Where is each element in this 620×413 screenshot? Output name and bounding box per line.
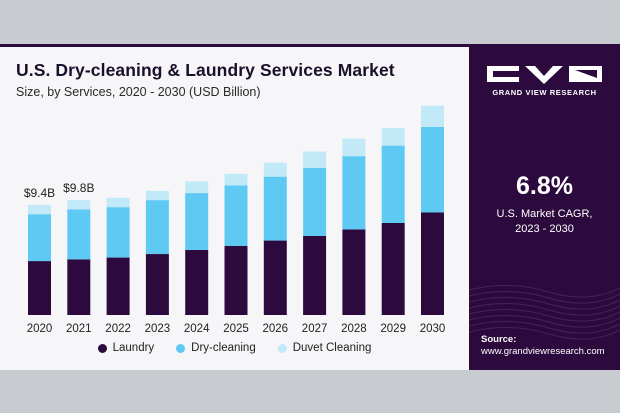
bar-duvet-cleaning-2026 bbox=[263, 162, 287, 177]
x-tick-label: 2022 bbox=[105, 323, 131, 335]
x-tick-label: 2026 bbox=[263, 323, 289, 335]
bar-duvet-cleaning-2030 bbox=[421, 105, 444, 127]
source-label: Source: bbox=[481, 334, 517, 345]
bar-duvet-cleaning-2020 bbox=[28, 204, 51, 215]
bar-laundry-2024 bbox=[185, 249, 209, 315]
bar-dry-cleaning-2021 bbox=[67, 209, 91, 260]
bar-duvet-cleaning-2024 bbox=[185, 181, 209, 194]
data-label-2021: $9.8B bbox=[63, 181, 94, 195]
x-tick-label: 2021 bbox=[66, 323, 92, 335]
cagr-value: 6.8% bbox=[516, 172, 573, 200]
chart-title: U.S. Dry-cleaning & Laundry Services Mar… bbox=[16, 60, 395, 80]
legend-label-laundry: Laundry bbox=[112, 342, 155, 354]
bar-laundry-2029 bbox=[381, 222, 405, 315]
infographic-card: U.S. Dry-cleaning & Laundry Services Mar… bbox=[0, 44, 620, 370]
cagr-period: 2023 - 2030 bbox=[515, 223, 574, 235]
legend-label-duvet-cleaning: Duvet Cleaning bbox=[292, 342, 372, 354]
x-tick-label: 2027 bbox=[302, 323, 328, 335]
source-url[interactable]: www.grandviewresearch.com bbox=[481, 346, 605, 357]
bar-dry-cleaning-2023 bbox=[145, 200, 169, 255]
bar-duvet-cleaning-2022 bbox=[106, 197, 130, 208]
bar-dry-cleaning-2022 bbox=[106, 207, 130, 258]
cagr-label: U.S. Market CAGR, bbox=[496, 208, 593, 220]
chart-subtitle: Size, by Services, 2020 - 2030 (USD Bill… bbox=[16, 85, 261, 99]
bar-laundry-2020 bbox=[28, 261, 51, 315]
bar-laundry-2021 bbox=[67, 259, 91, 315]
chart-legend: Laundry Dry-cleaning Duvet Cleaning bbox=[0, 342, 469, 354]
legend-swatch-dry-cleaning bbox=[176, 343, 186, 353]
wave-pattern-decoration bbox=[469, 285, 620, 340]
bar-dry-cleaning-2027 bbox=[303, 167, 327, 236]
stats-panel: GRAND VIEW RESEARCH 6.8% U.S. Market CAG… bbox=[469, 44, 620, 370]
bar-duvet-cleaning-2029 bbox=[381, 128, 405, 146]
legend-swatch-duvet-cleaning bbox=[277, 343, 287, 353]
x-tick-label: 2030 bbox=[420, 323, 446, 335]
legend-swatch-laundry bbox=[97, 343, 107, 353]
x-tick-label: 2029 bbox=[380, 323, 406, 335]
top-rule bbox=[0, 44, 469, 47]
bar-dry-cleaning-2026 bbox=[263, 176, 287, 241]
bar-laundry-2023 bbox=[145, 254, 169, 315]
x-tick-label: 2020 bbox=[27, 323, 53, 335]
x-tick-label: 2028 bbox=[341, 323, 367, 335]
bar-duvet-cleaning-2025 bbox=[224, 173, 248, 186]
bar-duvet-cleaning-2027 bbox=[303, 151, 327, 168]
bar-duvet-cleaning-2023 bbox=[145, 190, 169, 201]
bar-laundry-2027 bbox=[303, 235, 327, 315]
bar-laundry-2026 bbox=[263, 240, 287, 315]
bar-laundry-2028 bbox=[342, 229, 366, 315]
legend-item-dry-cleaning: Dry-cleaning bbox=[176, 342, 256, 354]
bar-dry-cleaning-2028 bbox=[342, 156, 366, 230]
x-tick-label: 2025 bbox=[223, 323, 249, 335]
data-label-2020: $9.4B bbox=[24, 186, 55, 200]
bar-laundry-2030 bbox=[421, 212, 444, 315]
legend-item-laundry: Laundry bbox=[97, 342, 155, 354]
chart-panel: U.S. Dry-cleaning & Laundry Services Mar… bbox=[0, 44, 469, 370]
bar-duvet-cleaning-2021 bbox=[67, 200, 91, 210]
bar-dry-cleaning-2029 bbox=[381, 145, 405, 223]
stacked-bar-chart: 2020 2021 2022 2023 2024 2025 2026 2027 2028 2029… bbox=[24, 105, 446, 335]
bar-dry-cleaning-2030 bbox=[421, 126, 444, 213]
bar-dry-cleaning-2025 bbox=[224, 185, 248, 246]
bar-dry-cleaning-2024 bbox=[185, 193, 209, 250]
grand-view-research-logo bbox=[487, 66, 602, 84]
legend-label-dry-cleaning: Dry-cleaning bbox=[191, 342, 256, 354]
bar-laundry-2025 bbox=[224, 245, 248, 315]
bar-dry-cleaning-2020 bbox=[28, 214, 51, 262]
bar-duvet-cleaning-2028 bbox=[342, 138, 366, 157]
brand-name: GRAND VIEW RESEARCH bbox=[492, 88, 597, 97]
x-tick-label: 2024 bbox=[184, 323, 210, 335]
bar-laundry-2022 bbox=[106, 257, 130, 315]
x-tick-label: 2023 bbox=[145, 323, 171, 335]
legend-item-duvet-cleaning: Duvet Cleaning bbox=[277, 342, 372, 354]
